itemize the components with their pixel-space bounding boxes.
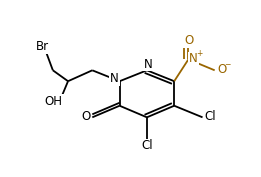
- Text: N: N: [144, 58, 152, 71]
- Text: OH: OH: [45, 95, 63, 108]
- Text: −: −: [225, 60, 231, 69]
- Text: Br: Br: [36, 40, 49, 53]
- Text: O: O: [81, 110, 91, 123]
- Text: N: N: [189, 52, 198, 65]
- Text: Cl: Cl: [205, 110, 216, 123]
- Text: Cl: Cl: [141, 139, 153, 152]
- Text: +: +: [196, 49, 203, 58]
- Text: O: O: [217, 63, 226, 76]
- Text: N: N: [110, 72, 119, 85]
- Text: O: O: [184, 34, 193, 47]
